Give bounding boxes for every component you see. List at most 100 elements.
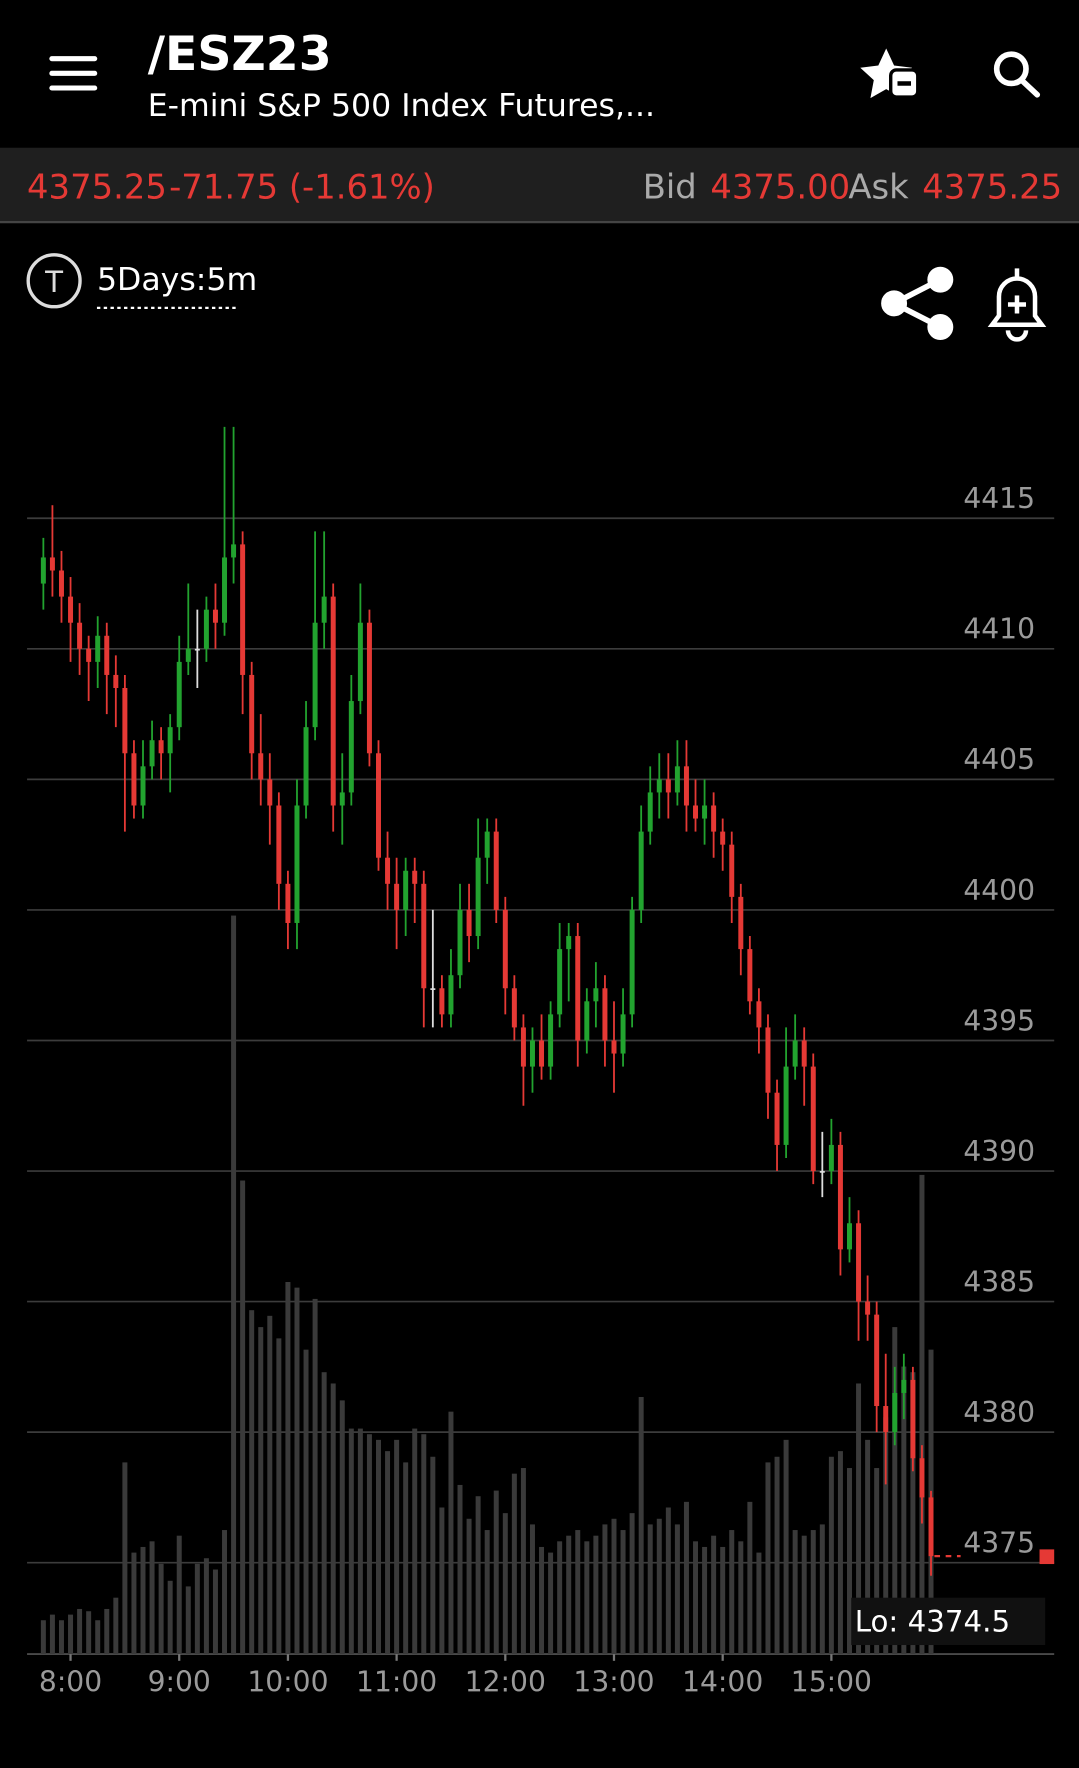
candle-body [874, 1314, 880, 1407]
volume-bar [113, 1597, 119, 1655]
candle-body [131, 753, 137, 806]
candle-body [86, 648, 92, 662]
y-tick-label: 4385 [963, 1265, 1035, 1298]
candle-body [801, 1040, 807, 1067]
candle-body [557, 949, 563, 1015]
candle-body [548, 1014, 554, 1067]
period-selector[interactable]: 5Days:5m [97, 262, 257, 298]
candle-body [656, 779, 662, 793]
y-tick-label: 4400 [963, 874, 1035, 907]
volume-bar [548, 1552, 554, 1655]
candle-body [828, 1144, 834, 1172]
candle-body [901, 1379, 907, 1393]
candle-body [122, 687, 128, 754]
volume-bar [892, 1327, 898, 1655]
volume-bar [457, 1484, 463, 1655]
volume-bar [856, 1383, 862, 1655]
candle-body [457, 909, 463, 976]
volume-bar [475, 1496, 481, 1655]
volume-bar [919, 1174, 925, 1655]
volume-bar [203, 1558, 209, 1655]
volume-bar [194, 1563, 200, 1655]
candle-body [212, 609, 218, 623]
y-tick-label: 4390 [963, 1135, 1035, 1168]
candle-body [348, 701, 354, 793]
candle-body [539, 1040, 545, 1067]
volume-bar [865, 1439, 871, 1655]
volume-bar [557, 1541, 563, 1655]
candle-body [203, 609, 209, 649]
share-button[interactable] [881, 266, 954, 340]
x-tick-label: 12:00 [465, 1665, 546, 1698]
volume-bar [629, 1513, 635, 1655]
candle-body [339, 792, 345, 806]
volume-bar [131, 1552, 137, 1655]
candle-body [674, 766, 680, 793]
volume-bar [502, 1513, 508, 1655]
volume-bar [801, 1535, 807, 1655]
candle-body [792, 1040, 798, 1067]
volume-bar [285, 1282, 291, 1655]
candle-body [95, 635, 101, 662]
candle-body [394, 883, 400, 910]
candle-body [104, 635, 110, 675]
volume-bar [711, 1535, 717, 1655]
candle-body [765, 1027, 771, 1093]
volume-bar [376, 1439, 381, 1655]
volume-bar [910, 1372, 916, 1655]
candle-body [167, 727, 173, 754]
volume-bar [348, 1428, 354, 1655]
volume-bar [312, 1298, 318, 1655]
study-button[interactable]: T [26, 253, 82, 309]
candle-body [819, 1171, 825, 1173]
volume-bar [638, 1397, 644, 1655]
volume-bar [104, 1608, 110, 1655]
candle-body [774, 1092, 780, 1145]
volume-bar [729, 1530, 735, 1655]
candle-body [702, 805, 708, 819]
candle-body [883, 1406, 889, 1433]
volume-bar [702, 1546, 708, 1655]
candle-body [439, 988, 445, 1015]
candle-body [529, 1040, 535, 1067]
watchlist-button[interactable] [860, 48, 920, 99]
volume-bar [511, 1473, 517, 1655]
last-price: 4375.25 [27, 167, 167, 206]
candle-body [40, 557, 46, 584]
alert-button[interactable] [987, 268, 1047, 342]
volume-bar [674, 1524, 680, 1655]
candle-body [575, 936, 581, 1041]
candle-body [747, 949, 753, 1002]
volume-bar [430, 1456, 436, 1655]
volume-bar [747, 1501, 753, 1655]
candle-body [466, 909, 472, 937]
volume-bar [883, 1417, 889, 1655]
volume-bar [529, 1524, 535, 1655]
volume-bar [240, 1180, 246, 1655]
volume-bar [321, 1372, 327, 1655]
search-button[interactable] [993, 51, 1041, 98]
candle-body [240, 544, 246, 675]
candle-body [312, 622, 318, 728]
volume-bar [756, 1552, 762, 1655]
volume-bar [394, 1439, 400, 1655]
volume-bar [539, 1546, 545, 1655]
candle-body [502, 909, 508, 989]
candle-body [711, 805, 717, 832]
candle-body [194, 648, 200, 651]
candle-body [249, 674, 255, 754]
volume-bar [656, 1518, 662, 1655]
volume-bar [584, 1541, 590, 1655]
candle-body [185, 648, 191, 662]
candle-body [919, 1458, 925, 1498]
candle-body [837, 1144, 843, 1250]
candle-body [412, 870, 418, 884]
menu-button[interactable] [49, 56, 98, 91]
x-tick-label: 9:00 [148, 1665, 211, 1698]
volume-bar [810, 1530, 816, 1655]
volume-bar [149, 1541, 155, 1655]
volume-bar [720, 1546, 726, 1655]
volume-bar [611, 1518, 617, 1655]
volume-bar [68, 1614, 74, 1655]
